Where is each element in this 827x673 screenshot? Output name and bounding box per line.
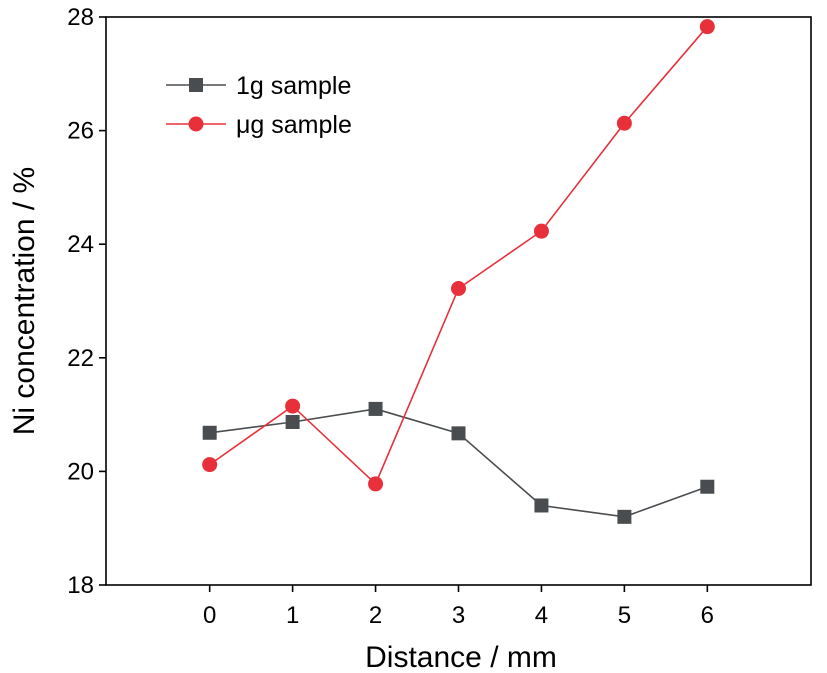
series-layer	[202, 19, 715, 524]
data-point	[368, 476, 384, 492]
data-point	[202, 425, 217, 440]
data-point	[534, 498, 549, 513]
legend-item: μg sample	[166, 111, 352, 139]
plot-frame	[105, 16, 812, 586]
y-tick-label: 28	[67, 4, 94, 31]
y-tick-label: 24	[67, 231, 94, 258]
series-2	[202, 19, 715, 492]
data-point	[700, 479, 715, 494]
y-axis-ticks: 18 20 22 24 26 28	[67, 4, 106, 599]
legend: 1g sample μg sample	[166, 72, 352, 139]
data-point	[617, 509, 632, 524]
data-point	[368, 401, 383, 416]
series-1	[202, 401, 715, 524]
x-axis-ticks: 0 1 2 3 4 5 6	[203, 585, 714, 629]
data-point	[616, 115, 632, 131]
legend-label: 1g sample	[236, 72, 351, 100]
data-point	[202, 457, 218, 473]
y-tick-label: 22	[67, 345, 94, 372]
y-tick-label: 18	[67, 572, 94, 599]
y-tick-label: 26	[67, 118, 94, 145]
x-tick-label: 1	[286, 602, 299, 629]
legend-marker	[188, 116, 204, 132]
data-point	[285, 414, 300, 429]
x-tick-label: 2	[369, 602, 382, 629]
data-point	[699, 19, 715, 35]
x-tick-label: 4	[535, 602, 548, 629]
legend-label: μg sample	[236, 111, 352, 139]
axes-frame	[105, 16, 812, 586]
series-line	[209, 408, 708, 518]
legend-marker	[189, 78, 203, 92]
data-point	[285, 398, 301, 414]
data-point	[533, 223, 549, 239]
y-tick-label: 20	[67, 458, 94, 485]
legend-item: 1g sample	[166, 72, 351, 100]
x-tick-label: 5	[618, 602, 631, 629]
y-axis-title: Ni concentration / %	[8, 167, 41, 435]
data-point	[451, 426, 466, 441]
data-point	[451, 281, 466, 297]
x-axis-title: Distance / mm	[365, 641, 557, 673]
x-tick-label: 6	[701, 602, 714, 629]
x-tick-label: 0	[203, 602, 216, 629]
x-tick-label: 3	[452, 602, 465, 629]
